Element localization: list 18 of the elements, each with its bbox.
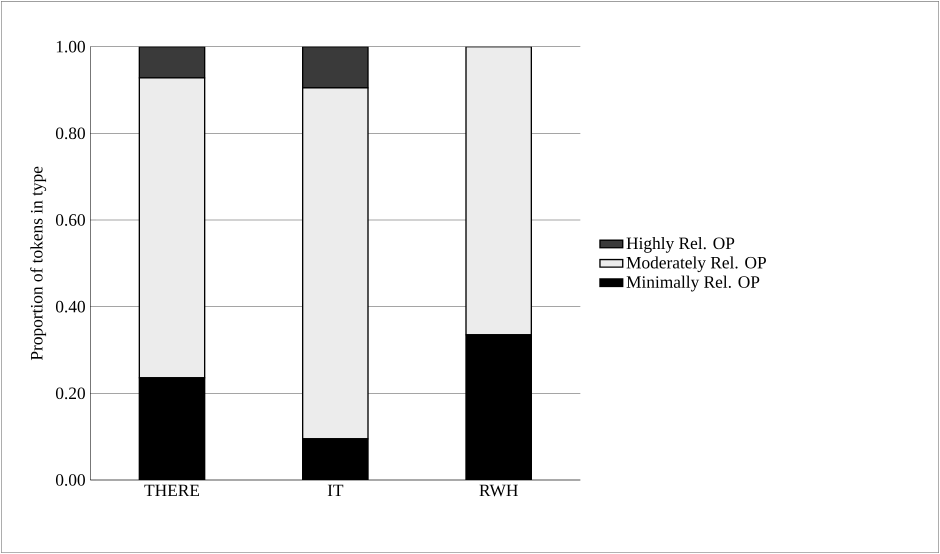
x-tick-label: IT [328,484,344,496]
bar [465,46,532,336]
bar [138,77,206,378]
legend-label: Minimally Rel. OP [626,276,760,292]
y-tick-label: 0.60 [56,214,85,226]
y-tick-label: 0.40 [56,300,85,313]
y-tick-label: 0.20 [56,387,85,400]
legend-label: Moderately Rel. OP [626,256,766,272]
y-tick-label: 1.00 [56,40,85,53]
x-tick-label: THERE [144,484,200,496]
bar [302,46,369,89]
bar [138,46,206,79]
y-axis-title: Proportion of tokens in type [30,166,46,360]
y-tick-label: 0.00 [56,474,85,486]
y-tick-label: 0.80 [56,127,85,140]
legend-label: Highly Rel. OP [626,236,734,253]
x-tick-label: RWH [479,484,518,496]
bar [302,87,369,440]
